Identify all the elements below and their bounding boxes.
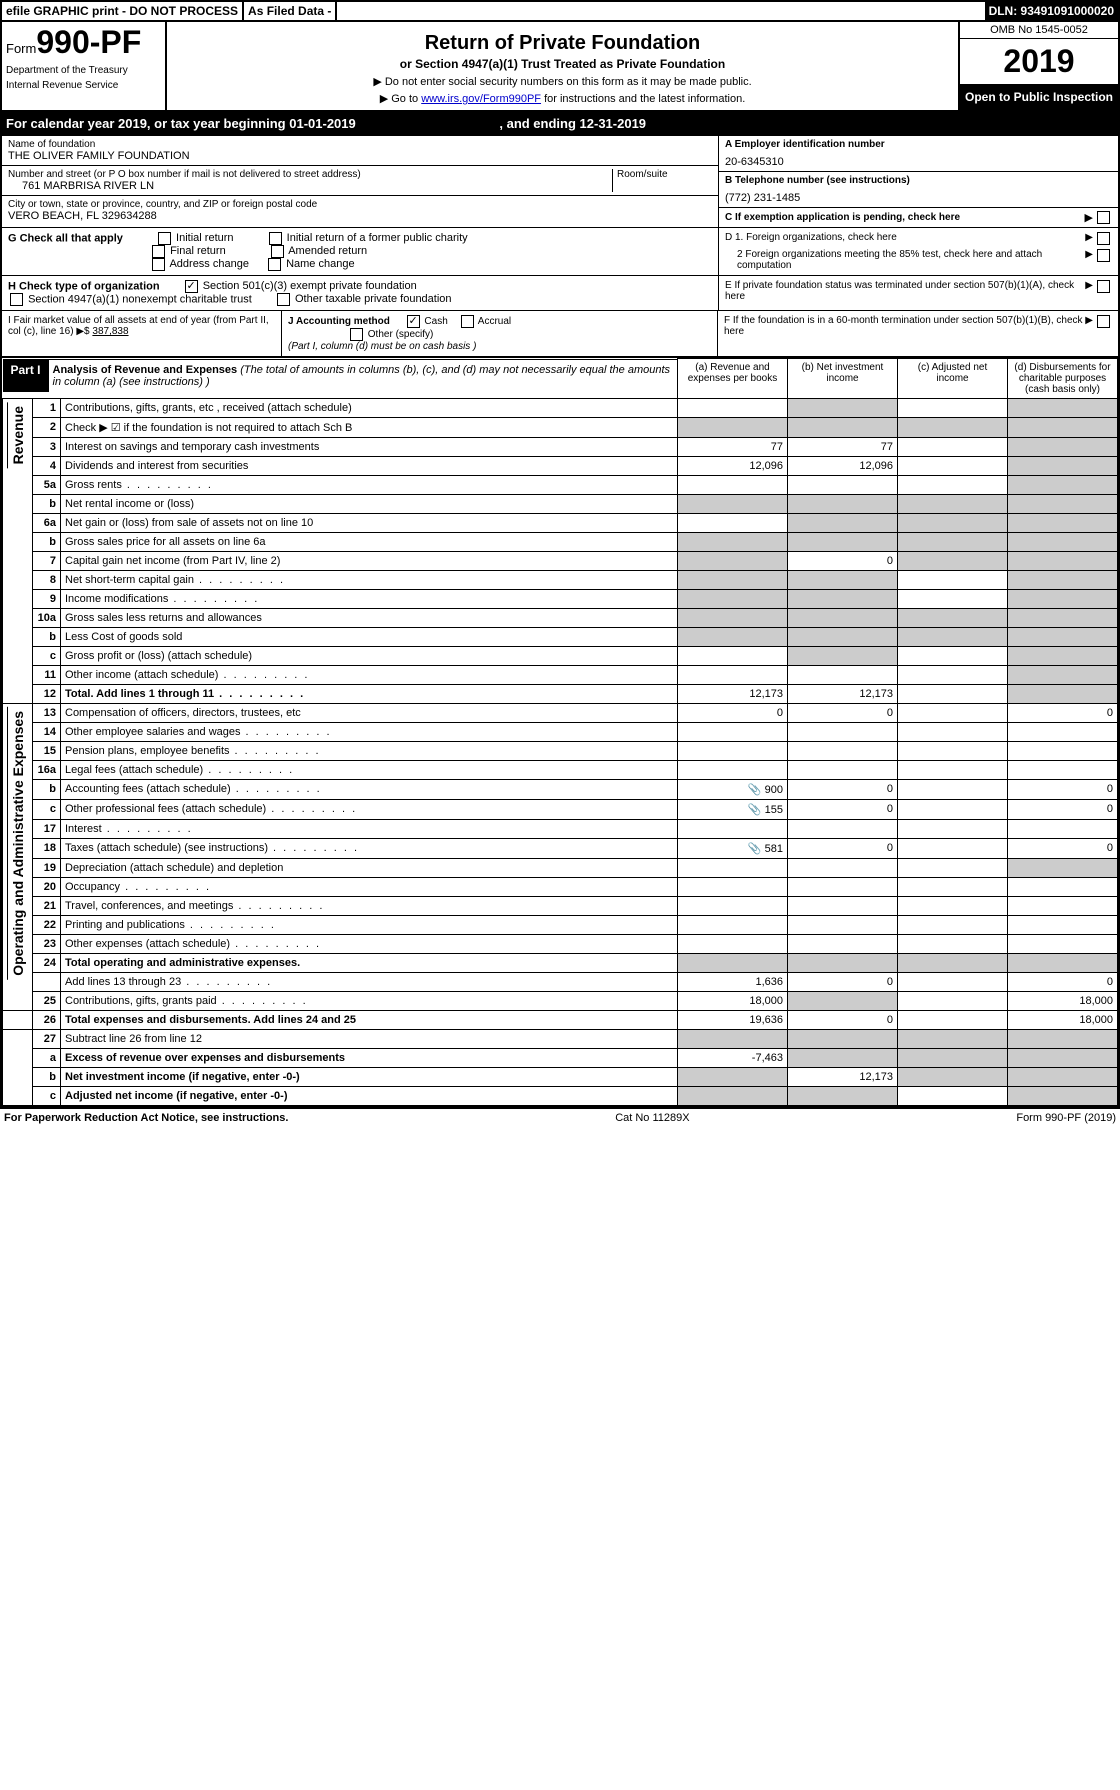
cash-cb[interactable] bbox=[407, 315, 420, 328]
g-section: G Check all that apply Initial return In… bbox=[2, 228, 1118, 276]
phone: (772) 231-1485 bbox=[725, 192, 1112, 204]
part1-title: Analysis of Revenue and Expenses bbox=[53, 364, 238, 376]
title-box: Return of Private Foundation or Section … bbox=[167, 22, 958, 110]
attach-icon[interactable]: 📎 bbox=[748, 803, 762, 816]
ein-cell: A Employer identification number 20-6345… bbox=[719, 136, 1118, 172]
as-filed: As Filed Data - bbox=[244, 2, 337, 20]
tax-year: 2019 bbox=[960, 39, 1118, 84]
dept-treasury: Department of the Treasury bbox=[6, 65, 161, 76]
d2-checkbox[interactable] bbox=[1097, 249, 1110, 262]
h-section: H Check type of organization Section 501… bbox=[2, 276, 1118, 311]
form-prefix: Form bbox=[6, 41, 36, 56]
501c3-cb[interactable] bbox=[185, 280, 198, 293]
irs-link[interactable]: www.irs.gov/Form990PF bbox=[421, 93, 541, 105]
ssn-note: ▶ Do not enter social security numbers o… bbox=[171, 75, 954, 88]
foundation-name: THE OLIVER FAMILY FOUNDATION bbox=[8, 150, 712, 162]
amended-return-cb[interactable] bbox=[271, 245, 284, 258]
j-accounting: J Accounting method Cash Accrual Other (… bbox=[282, 311, 718, 356]
form-number: 990-PF bbox=[36, 24, 141, 60]
exemption-checkbox[interactable] bbox=[1097, 211, 1110, 224]
goto-note: ▶ Go to www.irs.gov/Form990PF for instru… bbox=[171, 92, 954, 105]
phone-cell: B Telephone number (see instructions) (7… bbox=[719, 172, 1118, 208]
col-d-header: (d) Disbursements for charitable purpose… bbox=[1008, 359, 1118, 399]
col-b-header: (b) Net investment income bbox=[788, 359, 898, 399]
col-c-header: (c) Adjusted net income bbox=[898, 359, 1008, 399]
efile-notice: efile GRAPHIC print - DO NOT PROCESS bbox=[2, 2, 244, 20]
year-box: OMB No 1545-0052 2019 Open to Public Ins… bbox=[958, 22, 1118, 110]
city-cell: City or town, state or province, country… bbox=[2, 196, 718, 225]
cat-number: Cat No 11289X bbox=[615, 1112, 689, 1124]
initial-return-cb[interactable] bbox=[158, 232, 171, 245]
other-method-cb[interactable] bbox=[350, 328, 363, 341]
name-cell: Name of foundation THE OLIVER FAMILY FOU… bbox=[2, 136, 718, 166]
top-bar: efile GRAPHIC print - DO NOT PROCESS As … bbox=[2, 2, 1118, 22]
part1-label: Part I bbox=[3, 359, 49, 392]
f-termination: F If the foundation is in a 60-month ter… bbox=[718, 311, 1118, 356]
4947-cb[interactable] bbox=[10, 293, 23, 306]
d1-checkbox[interactable] bbox=[1097, 232, 1110, 245]
initial-former-cb[interactable] bbox=[269, 232, 282, 245]
final-return-cb[interactable] bbox=[152, 245, 165, 258]
fmv-value: 387,838 bbox=[92, 326, 128, 337]
part1-table: Part I Analysis of Revenue and Expenses … bbox=[2, 358, 1118, 1106]
address-change-cb[interactable] bbox=[152, 258, 165, 271]
omb-number: OMB No 1545-0052 bbox=[960, 22, 1118, 39]
dln: DLN: 93491091000020 bbox=[985, 2, 1118, 20]
footer: For Paperwork Reduction Act Notice, see … bbox=[0, 1108, 1120, 1127]
expenses-label: Operating and Administrative Expenses bbox=[7, 707, 28, 980]
form-ref: Form 990-PF (2019) bbox=[1016, 1112, 1116, 1124]
attach-icon[interactable]: 📎 bbox=[748, 842, 762, 855]
form-title: Return of Private Foundation bbox=[171, 32, 954, 55]
entity-info: Name of foundation THE OLIVER FAMILY FOU… bbox=[2, 136, 1118, 228]
revenue-label: Revenue bbox=[7, 402, 28, 468]
i-fmv: I Fair market value of all assets at end… bbox=[2, 311, 282, 356]
city-state-zip: VERO BEACH, FL 329634288 bbox=[8, 210, 712, 222]
h-label: H Check type of organization bbox=[8, 280, 160, 292]
paperwork-notice: For Paperwork Reduction Act Notice, see … bbox=[4, 1112, 288, 1124]
other-taxable-cb[interactable] bbox=[277, 293, 290, 306]
address-cell: Number and street (or P O box number if … bbox=[2, 166, 718, 196]
form-container: efile GRAPHIC print - DO NOT PROCESS As … bbox=[0, 0, 1120, 1108]
col-a-header: (a) Revenue and expenses per books bbox=[678, 359, 788, 399]
form-number-box: Form990-PF Department of the Treasury In… bbox=[2, 22, 167, 110]
attach-icon[interactable]: 📎 bbox=[748, 783, 762, 796]
open-inspection: Open to Public Inspection bbox=[960, 84, 1118, 110]
form-subtitle: or Section 4947(a)(1) Trust Treated as P… bbox=[171, 57, 954, 71]
name-change-cb[interactable] bbox=[268, 258, 281, 271]
header: Form990-PF Department of the Treasury In… bbox=[2, 22, 1118, 112]
accrual-cb[interactable] bbox=[461, 315, 474, 328]
f-checkbox[interactable] bbox=[1097, 315, 1110, 328]
ij-section: I Fair market value of all assets at end… bbox=[2, 311, 1118, 358]
street-address: 761 MARBRISA RIVER LN bbox=[8, 180, 612, 192]
g-label: G Check all that apply bbox=[8, 232, 123, 244]
e-checkbox[interactable] bbox=[1097, 280, 1110, 293]
exemption-cell: C If exemption application is pending, c… bbox=[719, 208, 1118, 227]
calendar-year-row: For calendar year 2019, or tax year begi… bbox=[2, 112, 1118, 136]
ein: 20-6345310 bbox=[725, 156, 1112, 168]
dept-irs: Internal Revenue Service bbox=[6, 80, 161, 91]
